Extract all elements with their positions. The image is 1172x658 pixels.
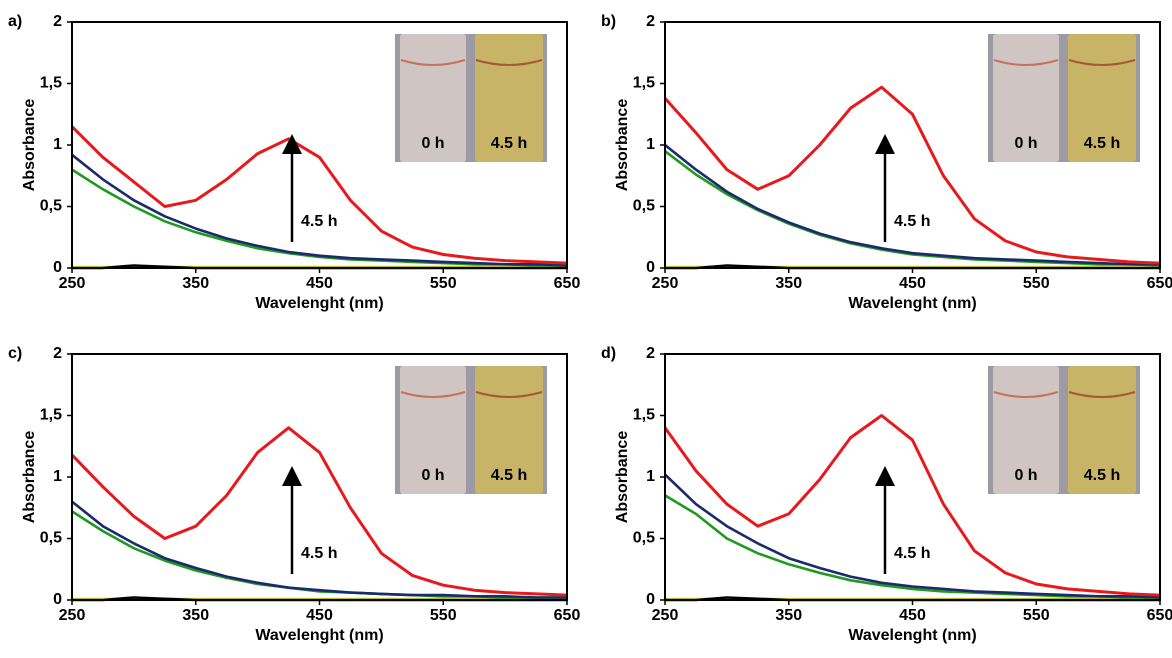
x-tick-label: 450 <box>306 607 333 624</box>
inset-label: 0 h <box>421 467 444 484</box>
inset-label: 0 h <box>421 135 444 152</box>
y-tick-label: 0,5 <box>633 530 655 547</box>
y-axis-title: Absorbance <box>614 431 631 524</box>
plot-frame <box>71 21 568 269</box>
meniscus <box>993 391 1059 398</box>
data-line <box>663 414 1161 597</box>
x-axis-title: Wavelenght (nm) <box>255 295 383 312</box>
x-axis-title: Wavelenght (nm) <box>255 627 383 644</box>
panel-label: a) <box>8 13 22 30</box>
meniscus <box>993 59 1059 66</box>
x-tick-label: 450 <box>899 275 926 292</box>
meniscus <box>400 391 466 398</box>
y-axis-title: Absorbance <box>21 99 38 192</box>
x-tick-label: 350 <box>775 607 802 624</box>
inset-label: 4.5 h <box>1084 467 1120 484</box>
panel: a) 0 0,5 1 1,5 2 250 350 450 550 650 Wavelenght (nm… <box>8 13 580 312</box>
tube-0h <box>400 366 466 494</box>
data-line <box>71 153 568 267</box>
y-tick-label: 0 <box>53 591 62 608</box>
tube-0h <box>993 366 1059 494</box>
panel: d) 0 0,5 1 1,5 2 250 350 450 550 650 Wavelenght (nm… <box>601 345 1172 644</box>
data-line <box>71 500 567 599</box>
inset-label: 0 h <box>1014 467 1037 484</box>
y-axis-title: Absorbance <box>21 431 38 524</box>
x-tick-label: 250 <box>652 607 679 624</box>
y-tick-label: 1 <box>646 468 655 485</box>
x-tick-label: 550 <box>1023 275 1050 292</box>
x-tick-label: 650 <box>554 607 581 624</box>
y-tick-label: 0,5 <box>40 530 62 547</box>
annotation: 4.5 h <box>894 213 930 230</box>
y-tick-label: 1,5 <box>633 75 655 92</box>
y-tick-label: 1,5 <box>40 407 62 424</box>
x-tick-label: 250 <box>59 607 86 624</box>
x-tick-label: 250 <box>652 275 679 292</box>
data-line <box>70 426 568 597</box>
meniscus <box>475 59 543 66</box>
meniscus <box>1068 59 1136 66</box>
x-tick-label: 350 <box>182 275 209 292</box>
x-axis-title: Wavelenght (nm) <box>848 627 976 644</box>
panel-label: c) <box>8 345 22 362</box>
y-tick-label: 1,5 <box>40 75 62 92</box>
y-tick-label: 0,5 <box>40 198 62 215</box>
inset-label: 0 h <box>1014 135 1037 152</box>
panel-label: d) <box>601 345 616 362</box>
meniscus <box>475 391 543 398</box>
x-tick-label: 650 <box>554 275 581 292</box>
y-tick-label: 0 <box>53 259 62 276</box>
inset-label: 4.5 h <box>491 135 527 152</box>
meniscus <box>400 59 466 66</box>
y-tick-label: 2 <box>646 345 655 362</box>
panel-label: b) <box>601 13 616 30</box>
x-tick-label: 650 <box>1147 275 1172 292</box>
tube-45h <box>1068 34 1136 162</box>
y-tick-label: 1 <box>53 136 62 153</box>
x-tick-label: 550 <box>1023 607 1050 624</box>
y-tick-label: 1 <box>646 136 655 153</box>
tube-0h <box>400 34 466 162</box>
meniscus <box>1068 391 1136 398</box>
x-tick-label: 350 <box>182 607 209 624</box>
y-tick-label: 2 <box>646 13 655 30</box>
x-tick-label: 550 <box>430 275 457 292</box>
data-line <box>663 85 1161 265</box>
y-tick-label: 0 <box>646 591 655 608</box>
annotation: 4.5 h <box>894 545 930 562</box>
plot-frame <box>71 353 568 601</box>
y-tick-label: 2 <box>53 13 62 30</box>
y-tick-label: 0 <box>646 259 655 276</box>
panel: b) 0 0,5 1 1,5 2 250 350 450 550 650 Wavelenght (nm… <box>601 13 1172 312</box>
y-axis-title: Absorbance <box>614 99 631 192</box>
tube-45h <box>1068 366 1136 494</box>
data-line <box>70 125 568 265</box>
x-tick-label: 650 <box>1147 607 1172 624</box>
data-line <box>664 143 1160 266</box>
x-tick-label: 250 <box>59 275 86 292</box>
x-tick-label: 450 <box>899 607 926 624</box>
x-tick-label: 350 <box>775 275 802 292</box>
data-line <box>664 150 1161 267</box>
y-tick-label: 1 <box>53 468 62 485</box>
tube-0h <box>993 34 1059 162</box>
panel: c) 0 0,5 1 1,5 2 250 350 450 550 650 Wavelenght (nm… <box>8 345 580 644</box>
x-tick-label: 450 <box>306 275 333 292</box>
x-tick-label: 550 <box>430 607 457 624</box>
y-tick-label: 2 <box>53 345 62 362</box>
inset-label: 4.5 h <box>491 467 527 484</box>
annotation: 4.5 h <box>301 545 337 562</box>
y-tick-label: 1,5 <box>633 407 655 424</box>
data-line <box>664 473 1161 599</box>
tube-45h <box>475 34 543 162</box>
annotation: 4.5 h <box>301 213 337 230</box>
y-tick-label: 0,5 <box>633 198 655 215</box>
inset-label: 4.5 h <box>1084 135 1120 152</box>
plot-frame <box>664 353 1161 601</box>
plot-frame <box>664 21 1161 269</box>
tube-45h <box>475 366 543 494</box>
x-axis-title: Wavelenght (nm) <box>848 295 976 312</box>
